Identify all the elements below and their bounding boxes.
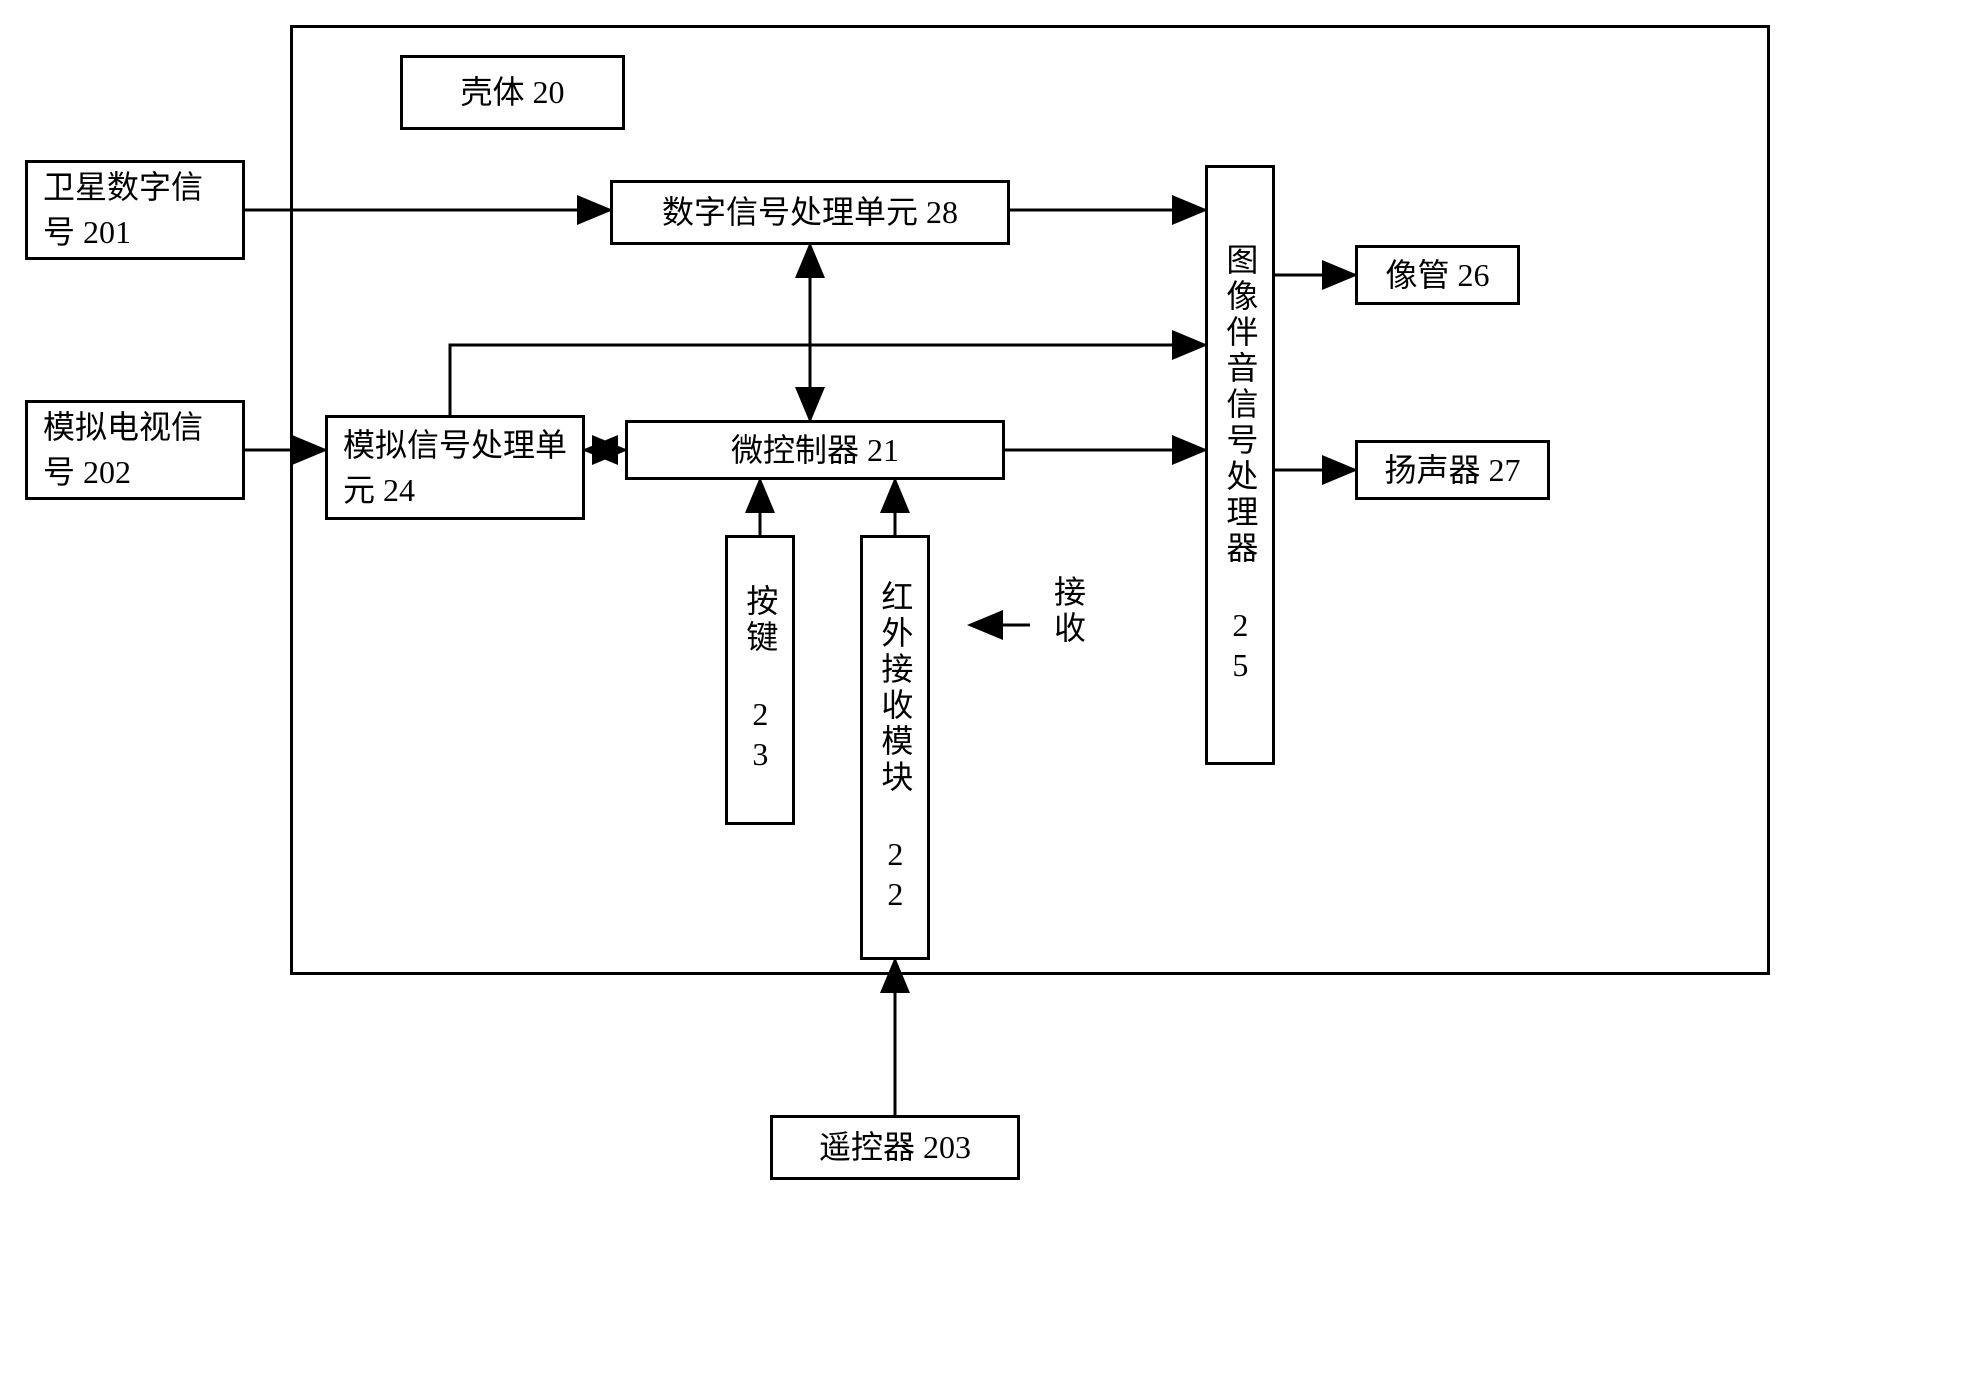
av-processor-label: 图像伴音信号处理器 25: [1218, 243, 1263, 687]
analog-processor-label: 模拟信号处理单元 24: [343, 423, 574, 513]
crt-box: 像管 26: [1355, 245, 1520, 305]
av-processor-box: 图像伴音信号处理器 25: [1205, 165, 1275, 765]
keypad-box: 按键 23: [725, 535, 795, 825]
shell-label: 壳体 20: [460, 70, 564, 115]
speaker-box: 扬声器 27: [1355, 440, 1550, 500]
ir-receiver-box: 红外接收模块 22: [860, 535, 930, 960]
analog-tv-signal-label: 模拟电视信号 202: [43, 405, 234, 495]
satellite-signal-label: 卫星数字信号 201: [43, 165, 234, 255]
digital-processor-label: 数字信号处理单元 28: [662, 190, 958, 235]
digital-processor-box: 数字信号处理单元 28: [610, 180, 1010, 245]
keypad-label: 按键 23: [738, 584, 783, 776]
receive-label: 接收: [1045, 575, 1091, 647]
speaker-label: 扬声器 27: [1384, 448, 1520, 493]
microcontroller-label: 微控制器 21: [731, 428, 899, 473]
remote-label: 遥控器 203: [819, 1125, 971, 1170]
satellite-signal-box: 卫星数字信号 201: [25, 160, 245, 260]
analog-processor-box: 模拟信号处理单元 24: [325, 415, 585, 520]
crt-label: 像管 26: [1385, 253, 1489, 298]
microcontroller-box: 微控制器 21: [625, 420, 1005, 480]
ir-receiver-label: 红外接收模块 22: [873, 580, 918, 916]
receive-label-box: 接收: [1045, 575, 1095, 655]
shell-label-box: 壳体 20: [400, 55, 625, 130]
analog-tv-signal-box: 模拟电视信号 202: [25, 400, 245, 500]
remote-box: 遥控器 203: [770, 1115, 1020, 1180]
